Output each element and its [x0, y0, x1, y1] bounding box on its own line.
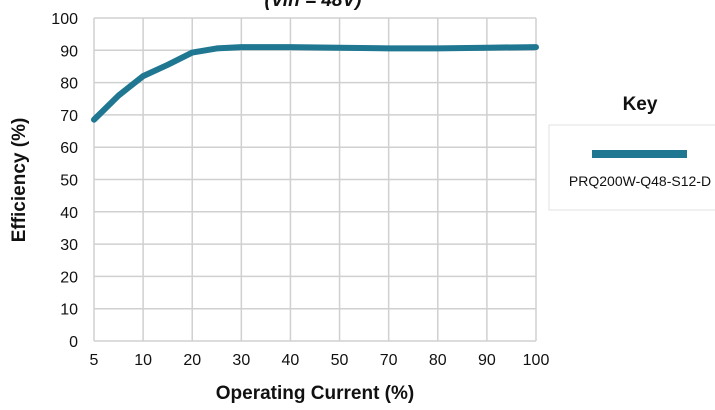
- x-tick-label: 20: [183, 352, 201, 369]
- legend: Key PRQ200W-Q48-S12-D: [548, 94, 715, 211]
- x-tick-label: 100: [523, 352, 550, 369]
- legend-label: PRQ200W-Q48-S12-D: [569, 173, 711, 189]
- x-tick-label: 80: [429, 352, 447, 369]
- x-tick-label: 90: [478, 352, 496, 369]
- y-tick-label: 70: [60, 108, 78, 125]
- y-tick-label: 30: [60, 237, 78, 254]
- y-tick-label: 40: [60, 205, 78, 222]
- x-tick-label: 50: [331, 352, 349, 369]
- y-tick-label: 0: [69, 334, 78, 351]
- legend-title: Key: [623, 94, 658, 115]
- y-axis-ticks: 0 10 20 30 40 50 60 70 80 90 100: [51, 11, 78, 351]
- y-tick-label: 90: [60, 43, 78, 60]
- y-tick-label: 50: [60, 173, 78, 190]
- chart-title: (Vin = 48V): [265, 0, 362, 11]
- x-tick-label: 70: [380, 352, 398, 369]
- series-line-prq200w-q48-s12-d: [91, 44, 539, 123]
- y-axis-title: Efficiency (%): [9, 118, 30, 243]
- y-tick-label: 60: [60, 140, 78, 157]
- x-axis-title: Operating Current (%): [216, 383, 414, 404]
- y-tick-label: 20: [60, 269, 78, 286]
- x-tick-label: 30: [232, 352, 250, 369]
- x-tick-label: 5: [90, 352, 99, 369]
- legend-box: [548, 124, 715, 211]
- y-tick-label: 10: [60, 302, 78, 319]
- y-tick-label: 80: [60, 76, 78, 93]
- x-axis-ticks: 5 10 20 30 40 50 70 80 90 100: [90, 352, 550, 369]
- x-tick-label: 10: [134, 352, 152, 369]
- y-tick-label: 100: [51, 11, 78, 28]
- x-tick-label: 40: [282, 352, 300, 369]
